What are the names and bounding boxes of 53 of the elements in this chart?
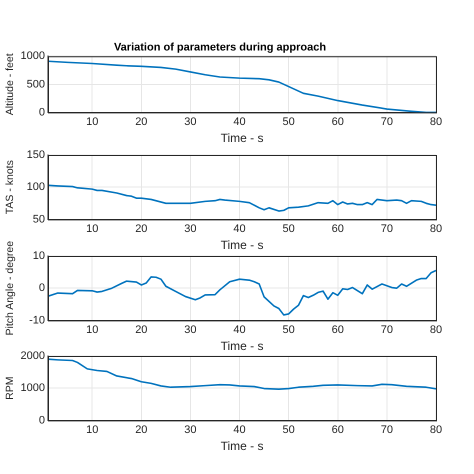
chart-title: Variation of parameters during approach — [114, 42, 326, 54]
x-axis-title: Time - s — [220, 339, 264, 354]
x-tick-label: 80 — [430, 424, 442, 436]
y-tick-label: 1000 — [20, 50, 45, 62]
y-tick-label: 100 — [26, 181, 45, 194]
x-tick-label: 50 — [282, 424, 295, 436]
y-axis-title: Altitude - feet — [4, 53, 16, 116]
x-tick-label: 80 — [430, 324, 442, 336]
x-tick-label: 10 — [86, 424, 98, 436]
y-tick-label: 2000 — [20, 350, 45, 362]
x-tick-label: 70 — [380, 116, 394, 128]
x-tick-label: 10 — [86, 324, 98, 336]
x-tick-label: 40 — [233, 116, 246, 128]
y-tick-label: -10 — [29, 314, 45, 326]
y-tick-label: 500 — [26, 78, 45, 90]
x-tick-label: 30 — [184, 424, 197, 436]
y-tick-label: 150 — [26, 149, 45, 162]
x-tick-label: 20 — [135, 223, 148, 236]
x-tick-label: 70 — [380, 324, 394, 336]
x-tick-label: 70 — [380, 223, 394, 236]
x-tick-label: 60 — [332, 424, 344, 436]
x-tick-label: 20 — [135, 324, 148, 336]
x-tick-label: 10 — [86, 223, 98, 236]
x-tick-label: 30 — [184, 116, 197, 128]
x-tick-label: 70 — [380, 424, 394, 436]
x-axis-title: Time - s — [220, 131, 264, 146]
x-axis-title: Time - s — [220, 439, 264, 454]
y-tick-label: 0 — [38, 282, 45, 294]
x-tick-label: 60 — [332, 116, 344, 128]
y-tick-label: 50 — [32, 213, 45, 226]
y-tick-label: 0 — [38, 106, 45, 118]
y-axis-title: RPM — [4, 376, 16, 400]
x-tick-label: 10 — [86, 116, 98, 128]
y-tick-label: 10 — [32, 250, 45, 262]
x-tick-label: 20 — [135, 116, 148, 128]
x-tick-label: 50 — [282, 324, 295, 336]
x-tick-label: 60 — [332, 324, 344, 336]
x-tick-label: 30 — [184, 324, 197, 336]
x-axis-title: Time - s — [220, 238, 264, 252]
y-tick-label: 1000 — [20, 382, 45, 394]
x-tick-label: 40 — [233, 223, 246, 236]
y-axis-title: Pitch Angle - degree — [4, 240, 16, 336]
x-tick-label: 40 — [233, 424, 246, 436]
y-tick-label: 0 — [38, 414, 45, 426]
x-tick-label: 20 — [135, 424, 148, 436]
x-tick-label: 30 — [184, 223, 197, 236]
y-axis-title: TAS - knots — [4, 160, 16, 214]
x-tick-label: 80 — [430, 223, 442, 236]
x-tick-label: 80 — [430, 116, 442, 128]
x-tick-label: 50 — [282, 116, 295, 128]
x-tick-label: 60 — [332, 223, 344, 236]
x-tick-label: 40 — [233, 324, 246, 336]
x-tick-label: 50 — [282, 223, 295, 236]
